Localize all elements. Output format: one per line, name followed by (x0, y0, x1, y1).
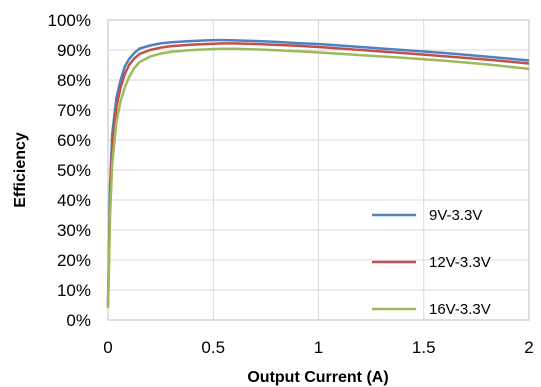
y-tick-label: 50% (57, 161, 91, 180)
x-tick-label: 1.5 (412, 338, 436, 357)
legend-label: 16V-3.3V (429, 301, 491, 318)
plot-area (107, 19, 530, 321)
x-tick-label: 1 (314, 338, 323, 357)
x-axis-title: Output Current (A) (247, 369, 388, 386)
legend-label: 12V-3.3V (429, 254, 491, 271)
x-tick-labels: 0 0.5 1 1.5 2 (103, 338, 533, 357)
y-tick-label: 10% (57, 281, 91, 300)
series-line (106, 42, 530, 307)
y-axis-title: Efficiency (12, 132, 29, 208)
y-tick-label: 70% (57, 101, 91, 120)
y-tick-label: 80% (57, 71, 91, 90)
series-line (106, 47, 530, 309)
x-tick-label: 0.5 (201, 338, 225, 357)
x-tick-label: 0 (103, 338, 112, 357)
y-tick-label: 90% (57, 41, 91, 60)
y-tick-labels: 0% 10% 20% 30% 40% 50% 60% 70% 80% 90% 100% (48, 11, 91, 330)
x-tick-label: 2 (524, 338, 533, 357)
y-tick-label: 100% (48, 11, 91, 30)
y-tick-label: 20% (57, 251, 91, 270)
y-tick-label: 0% (66, 311, 91, 330)
y-tick-label: 30% (57, 221, 91, 240)
legend-label: 9V-3.3V (429, 207, 482, 224)
legend: 9V-3.3V 12V-3.3V 16V-3.3V (372, 207, 491, 318)
y-tick-label: 60% (57, 131, 91, 150)
plot-border (107, 19, 530, 321)
series-lines (106, 38, 530, 309)
series-line (106, 38, 530, 306)
y-tick-label: 40% (57, 191, 91, 210)
